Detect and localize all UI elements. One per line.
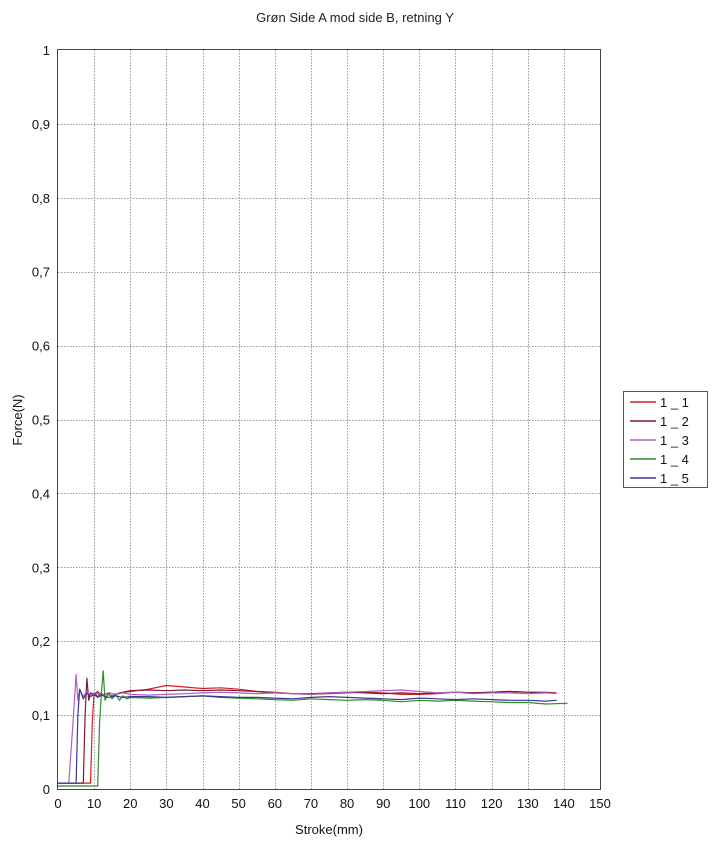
chart-title: Grøn Side A mod side B, retning Y (256, 10, 454, 25)
y-tick-label: 0,6 (32, 339, 50, 354)
x-axis-label: Stroke(mm) (295, 822, 363, 837)
x-tick-label: 70 (304, 796, 318, 811)
x-tick-label: 100 (408, 796, 430, 811)
legend-label: 1 _ 5 (660, 471, 689, 486)
plot-frame (57, 49, 601, 790)
y-tick-label: 0,8 (32, 191, 50, 206)
grid (58, 50, 600, 789)
series-lines (58, 670, 568, 787)
x-tick-label: 150 (589, 796, 611, 811)
y-tick-label: 0,1 (32, 708, 50, 723)
series-line-3 (58, 673, 557, 784)
legend-label: 1 _ 4 (660, 452, 689, 467)
x-tick-label: 0 (54, 796, 61, 811)
x-tick-label: 120 (481, 796, 503, 811)
y-tick-label: 1 (43, 43, 50, 58)
x-tick-label: 40 (195, 796, 209, 811)
x-tick-label: 20 (123, 796, 137, 811)
y-tick-label: 0,9 (32, 117, 50, 132)
x-tick-label: 10 (87, 796, 101, 811)
x-tick-label: 80 (340, 796, 354, 811)
y-tick-label: 0 (43, 782, 50, 797)
x-tick-label: 60 (268, 796, 282, 811)
y-tick-label: 0,3 (32, 560, 50, 575)
x-tick-label: 50 (231, 796, 245, 811)
legend-label: 1 _ 1 (660, 395, 689, 410)
legend-label: 1 _ 2 (660, 414, 689, 429)
x-tick-label: 30 (159, 796, 173, 811)
x-tick-label: 140 (553, 796, 575, 811)
y-tick-label: 0,4 (32, 486, 50, 501)
series-line-4 (58, 670, 568, 787)
x-axis-ticks: 0 10 20 30 40 50 60 70 80 90 100 110 120 130 140 150 (54, 796, 610, 811)
y-axis-ticks: 0 0,1 0,2 0,3 0,4 0,5 0,6 0,7 0,8 0,9 1 (32, 43, 50, 797)
legend: 1 _ 1 1 _ 2 1 _ 3 1 _ 4 1 _ 5 (623, 391, 708, 488)
y-tick-label: 0,7 (32, 265, 50, 280)
series-line-5 (58, 688, 557, 784)
x-tick-label: 110 (445, 796, 466, 811)
x-tick-label: 90 (376, 796, 390, 811)
x-tick-label: 130 (517, 796, 539, 811)
y-tick-label: 0,2 (32, 634, 50, 649)
legend-label: 1 _ 3 (660, 433, 689, 448)
y-tick-label: 0,5 (32, 413, 50, 428)
legend-items: 1 _ 1 1 _ 2 1 _ 3 1 _ 4 1 _ 5 (630, 395, 689, 486)
y-axis-label: Force(N) (10, 394, 25, 445)
